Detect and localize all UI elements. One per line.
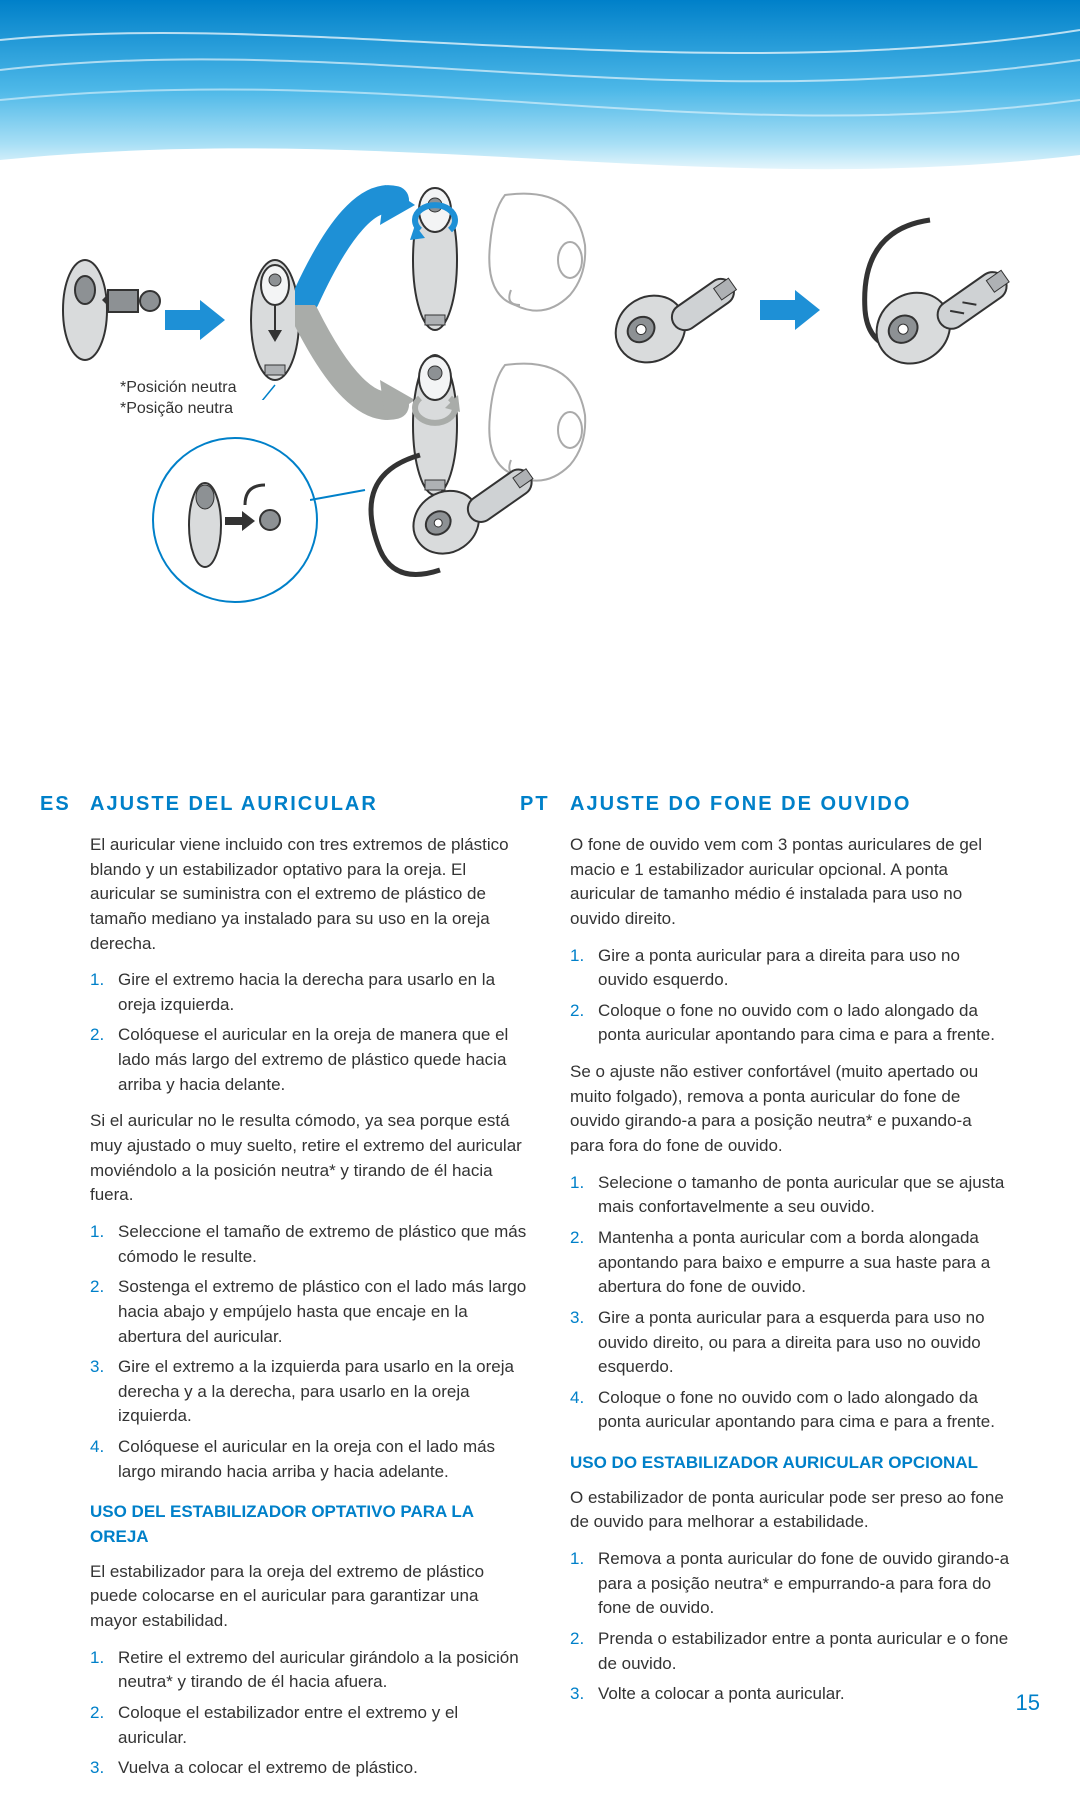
pt-step1-1: Gire a ponta auricular para a direita pa… [570, 944, 1010, 993]
arrow-right-icon [165, 300, 225, 340]
pt-step3-3: Volte a colocar a ponta auricular. [570, 1682, 1010, 1707]
caption-pt: *Posição neutra [120, 399, 237, 420]
es-step3-1: Retire el extremo del auricular girándol… [90, 1646, 530, 1695]
pt-step2-2: Mantenha a ponta auricular com a borda a… [570, 1226, 1010, 1300]
arrow-right-icon-2 [760, 290, 820, 330]
mid-es: Si el auricular no le resulta cómodo, ya… [90, 1109, 530, 1208]
es-step2-3: Gire el extremo a la izquierda para usar… [90, 1355, 530, 1429]
sub-es-title: USO DEL ESTABILIZADOR OPTATIVO PARA LA O… [90, 1500, 530, 1549]
headset-with-stabilizer-icon [820, 200, 1040, 430]
es-step2-4: Colóquese el auricular en la oreja con e… [90, 1435, 530, 1484]
pt-step2-4: Coloque o fone no ouvido com o lado alon… [570, 1386, 1010, 1435]
illustration-area: *Posición neutra *Posição neutra [60, 160, 1020, 760]
pt-step2-1: Selecione o tamanho de ponta auricular q… [570, 1171, 1010, 1220]
mid-pt: Se o ajuste não estiver confortável (mui… [570, 1060, 1010, 1159]
pt-step3-1: Remova a ponta auricular do fone de ouvi… [570, 1547, 1010, 1621]
neutral-position-caption: *Posición neutra *Posição neutra [120, 378, 237, 420]
stabilizer-detail-circle-icon [150, 435, 320, 605]
es-step3-3: Vuelva a colocar el extremo de plástico. [90, 1756, 530, 1781]
es-step2-1: Seleccione el tamaño de extremo de plást… [90, 1220, 530, 1269]
steps1-es: Gire el extremo hacia la derecha para us… [90, 968, 530, 1097]
es-step2-2: Sostenga el extremo de plástico con el l… [90, 1275, 530, 1349]
es-step1-2: Colóquese el auricular en la oreja de ma… [90, 1023, 530, 1097]
steps1-pt: Gire a ponta auricular para a direita pa… [570, 944, 1010, 1049]
content-columns: ES AJUSTE DEL AURICULAR El auricular vie… [90, 790, 1010, 1793]
lang-code-es: ES [40, 790, 71, 819]
sub-pt-intro: O estabilizador de ponta auricular pode … [570, 1486, 1010, 1535]
wave-lines-icon [0, 0, 1080, 180]
pt-step1-2: Coloque o fone no ouvido com o lado alon… [570, 999, 1010, 1048]
steps3-es: Retire el extremo del auricular girándol… [90, 1646, 530, 1781]
pt-step3-2: Prenda o estabilizador entre a ponta aur… [570, 1627, 1010, 1676]
sub-pt-title: USO DO ESTABILIZADOR AURICULAR OPCIONAL [570, 1451, 1010, 1476]
es-step3-2: Coloque el estabilizador entre el extrem… [90, 1701, 530, 1750]
headset-side-icon [595, 260, 765, 430]
head-profile-up-icon [475, 185, 605, 325]
caption-es: *Posición neutra [120, 378, 237, 399]
steps2-es: Seleccione el tamaño de extremo de plást… [90, 1220, 530, 1484]
column-pt: PT AJUSTE DO FONE DE OUVIDO O fone de ou… [570, 790, 1010, 1793]
header-wave-band [0, 0, 1080, 180]
steps3-pt: Remova a ponta auricular do fone de ouvi… [570, 1547, 1010, 1707]
pt-step2-3: Gire a ponta auricular para a esquerda p… [570, 1306, 1010, 1380]
headset-eartip-removal-icon [50, 240, 170, 380]
headset-rotated-up-icon [390, 160, 480, 350]
lang-code-pt: PT [520, 790, 550, 819]
headset-loop-stabilizer-icon [360, 420, 580, 620]
column-es: ES AJUSTE DEL AURICULAR El auricular vie… [90, 790, 530, 1793]
heading-pt: AJUSTE DO FONE DE OUVIDO [570, 790, 1010, 819]
es-step1-1: Gire el extremo hacia la derecha para us… [90, 968, 530, 1017]
sub-es-intro: El estabilizador para la oreja del extre… [90, 1560, 530, 1634]
intro-pt: O fone de ouvido vem com 3 pontas auricu… [570, 833, 1010, 932]
intro-es: El auricular viene incluido con tres ext… [90, 833, 530, 956]
page-number: 15 [1016, 1690, 1040, 1716]
steps2-pt: Selecione o tamanho de ponta auricular q… [570, 1171, 1010, 1435]
heading-es: AJUSTE DEL AURICULAR [90, 790, 530, 819]
